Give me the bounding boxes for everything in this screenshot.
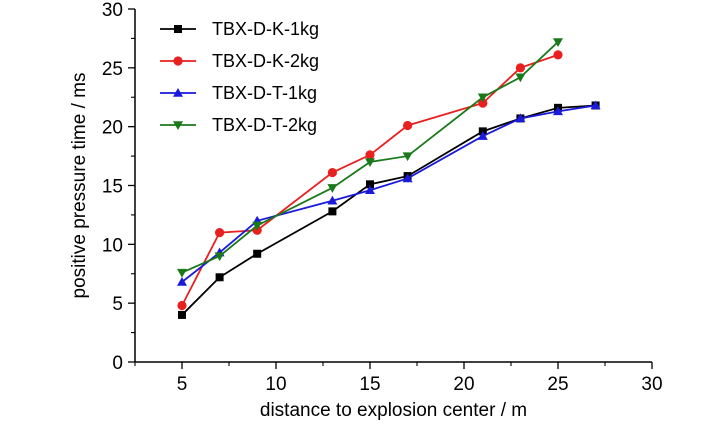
data-point — [553, 38, 563, 47]
data-point — [327, 184, 338, 193]
data-point — [177, 276, 187, 286]
legend-marker — [174, 25, 182, 33]
y-tick-label: 0 — [112, 353, 123, 374]
data-point — [402, 173, 413, 183]
x-tick-label: 15 — [359, 374, 380, 395]
data-point — [477, 93, 488, 103]
y-tick-label: 5 — [112, 294, 123, 315]
legend-label: TBX-D-T-1kg — [212, 83, 317, 103]
data-point — [515, 113, 526, 123]
legend-item-2: TBX-D-K-2kg — [160, 51, 319, 71]
data-point — [477, 131, 488, 140]
y-tick-label: 25 — [102, 59, 123, 80]
y-tick-label: 15 — [102, 177, 123, 198]
data-point — [177, 268, 187, 278]
data-point — [327, 167, 337, 178]
data-point — [214, 252, 225, 262]
data-point — [327, 195, 338, 205]
legend: TBX-D-K-1kg TBX-D-K-2kg TBX-D-T-1kg TBX-D-T… — [160, 19, 319, 135]
series-4 — [177, 38, 563, 278]
legend-marker — [173, 121, 183, 130]
data-point — [402, 152, 413, 162]
legend-label: TBX-D-K-2kg — [212, 51, 319, 71]
data-point — [365, 185, 375, 194]
data-point — [478, 98, 488, 108]
data-point — [553, 106, 563, 116]
data-point — [553, 50, 563, 60]
series-layer — [177, 38, 601, 319]
axes: 5 10 15 20 25 30 0 5 10 15 20 25 30 distance to explo… — [69, 0, 663, 421]
x-tick-label: 5 — [177, 374, 188, 395]
data-point — [365, 150, 375, 160]
data-point — [215, 273, 224, 282]
data-point — [328, 207, 337, 216]
y-axis-title: positive pressure time / ms — [69, 73, 90, 299]
legend-label: TBX-D-T-2kg — [212, 115, 317, 135]
x-axis-title: distance to explosion center / m — [260, 400, 527, 421]
data-point — [365, 158, 375, 167]
series-3 — [177, 100, 601, 286]
data-point — [252, 221, 263, 231]
legend-marker — [173, 56, 183, 66]
data-point — [178, 310, 186, 319]
data-point — [366, 180, 374, 189]
series-line — [181, 104, 596, 283]
data-point — [515, 63, 526, 73]
data-point — [590, 100, 601, 110]
y-tick-label: 10 — [102, 235, 123, 256]
y-tick-label: 30 — [102, 0, 123, 21]
y-tick-label: 20 — [102, 118, 123, 139]
data-point — [215, 227, 225, 238]
legend-marker — [173, 88, 183, 97]
series-line — [181, 104, 596, 316]
data-point — [403, 120, 413, 131]
data-point — [177, 300, 187, 311]
data-point — [515, 73, 526, 83]
x-tick-label: 20 — [453, 374, 474, 395]
data-point — [253, 249, 262, 258]
legend-item-1: TBX-D-K-1kg — [160, 19, 319, 39]
legend-item-4: TBX-D-T-2kg — [160, 115, 317, 135]
legend-label: TBX-D-K-1kg — [212, 19, 319, 39]
x-tick-label: 10 — [265, 374, 286, 395]
series-2 — [177, 50, 563, 311]
x-tick-label: 30 — [641, 374, 662, 395]
x-tick-label: 25 — [547, 374, 568, 395]
legend-item-3: TBX-D-T-1kg — [160, 83, 317, 103]
